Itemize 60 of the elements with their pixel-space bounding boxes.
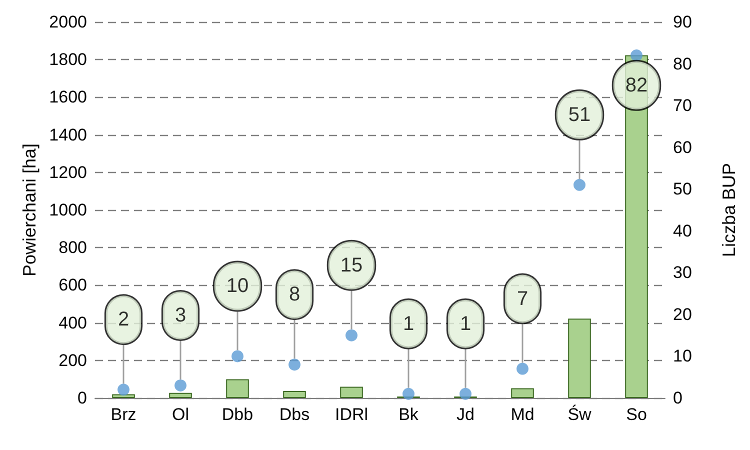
y-tick-label: 1200: [49, 162, 87, 182]
y2-tick-label: 90: [673, 12, 692, 32]
point: [288, 358, 300, 371]
data-label: 3: [174, 304, 186, 326]
data-label: 82: [625, 74, 648, 96]
y2-tick-label: 60: [673, 138, 692, 157]
bar: [169, 392, 192, 398]
x-tick-label: Md: [510, 405, 534, 424]
y-tick-label: 1800: [49, 50, 87, 70]
y-tick-label: 1000: [49, 200, 87, 220]
point: [516, 362, 528, 375]
x-tick-label: Brz: [110, 405, 136, 424]
point: [630, 49, 642, 62]
y-tick-label: 400: [58, 313, 87, 332]
x-tick-label: Dbs: [279, 405, 310, 424]
data-label: 8: [288, 284, 300, 306]
x-tick-label: Dbb: [222, 405, 254, 424]
y-tick-label: 200: [58, 350, 87, 370]
y-tick-label: 1600: [49, 88, 87, 107]
point: [118, 384, 130, 396]
y2-tick-label: 80: [673, 54, 692, 74]
data-label: 10: [226, 275, 249, 298]
y-tick-label: 1400: [49, 125, 87, 144]
bar: [340, 386, 363, 398]
data-label: 15: [340, 254, 363, 276]
point: [174, 379, 186, 392]
y-tick-label: 0: [78, 388, 87, 408]
point: [346, 329, 358, 342]
x-tick-label: Jd: [456, 405, 474, 424]
data-label: 2: [118, 308, 130, 331]
y2-axis-title: Liczba BUP: [719, 162, 739, 258]
y2-tick-label: 50: [673, 180, 692, 199]
y2-tick-label: 70: [673, 96, 692, 116]
x-tick-label: Bk: [398, 405, 419, 424]
point: [402, 388, 414, 400]
y2-tick-label: 10: [673, 346, 692, 366]
data-label: 51: [568, 104, 591, 126]
bar: [511, 388, 534, 398]
bar: [112, 394, 135, 398]
point: [574, 178, 586, 191]
point: [232, 350, 244, 362]
bar: [568, 318, 591, 398]
x-tick-label: IDRl: [334, 405, 368, 424]
x-tick-label: Św: [568, 404, 592, 424]
data-label: 1: [402, 312, 414, 335]
y-tick-label: 800: [58, 238, 87, 258]
y2-tick-label: 30: [673, 263, 692, 282]
y-tick-label: 2000: [49, 12, 87, 32]
data-label: 1: [460, 312, 472, 335]
y-axis-title: Powierchani [ha]: [19, 143, 40, 277]
x-tick-label: Ol: [172, 405, 189, 424]
y2-tick-label: 0: [673, 388, 682, 408]
y-tick-label: 600: [58, 276, 87, 295]
point: [460, 388, 472, 400]
y2-tick-label: 20: [673, 304, 692, 324]
y2-tick-label: 40: [673, 221, 692, 240]
bar: [283, 391, 306, 398]
x-tick-label: So: [626, 405, 647, 424]
data-label: 7: [516, 288, 528, 310]
bar: [226, 379, 249, 398]
